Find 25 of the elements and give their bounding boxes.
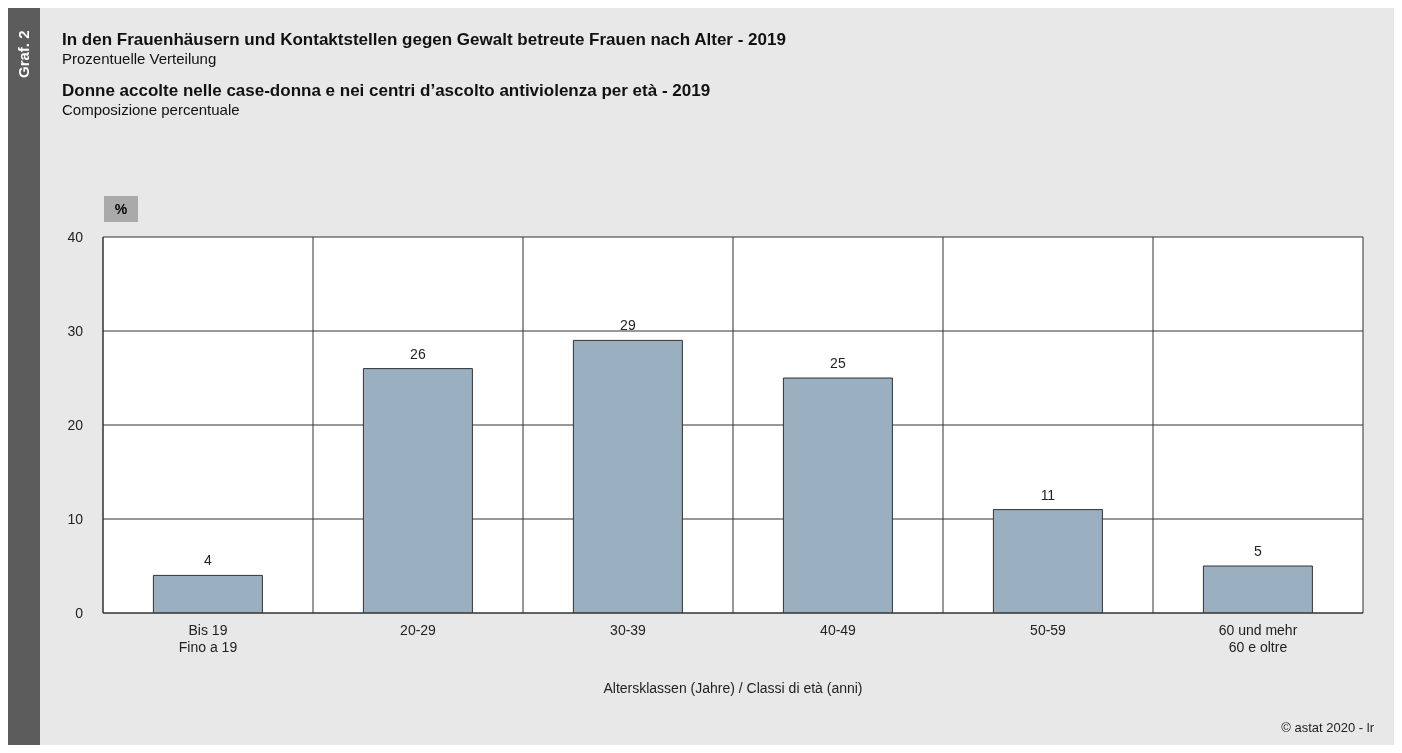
data-label: 26 — [410, 345, 426, 362]
text: Composizione percentuale — [62, 101, 241, 118]
data-label: 25 — [830, 355, 846, 371]
y-tick-label: 40 — [67, 228, 84, 245]
text: © astat 2020 - lr — [1281, 720, 1374, 735]
data-label: 5 — [1254, 543, 1262, 559]
x-axis-title: Altersklassen (Jahre) / Classi di età (anni) — [603, 680, 863, 696]
y-tick-label: 0 — [75, 604, 84, 621]
chart-title: In den Frauenhäusern und Kontaktstellen gegen Gewalt betreute Frauen nach Alter - 2019 — [62, 30, 786, 50]
data-label: 4 — [204, 552, 212, 569]
x-tick-label: 40-49 — [820, 622, 857, 638]
text: Donne accolte nelle case-donna e nei centri d’ascolto antiviolenza per età - 2019 — [62, 81, 712, 101]
y-tick-label: 20 — [67, 416, 84, 433]
x-tick-label: Bis 19 Fino a 19 — [178, 622, 238, 655]
chart-subtitle: Prozentuelle Verteilung — [62, 50, 218, 67]
x-tick-label: 60 und mehr 60 e oltre — [1218, 622, 1298, 655]
y-tick-label: 30 — [67, 322, 84, 339]
y-tick-label: 10 — [67, 510, 84, 527]
data-label: 29 — [620, 317, 636, 334]
x-tick-label: 50-59 — [1030, 622, 1067, 638]
x-tick-label: 30-39 — [610, 622, 647, 638]
data-label: 11 — [1040, 486, 1056, 503]
x-tick-label: 20-29 — [400, 622, 437, 638]
y-axis-title: % — [104, 196, 138, 222]
text: Graf. 2 — [15, 30, 32, 78]
